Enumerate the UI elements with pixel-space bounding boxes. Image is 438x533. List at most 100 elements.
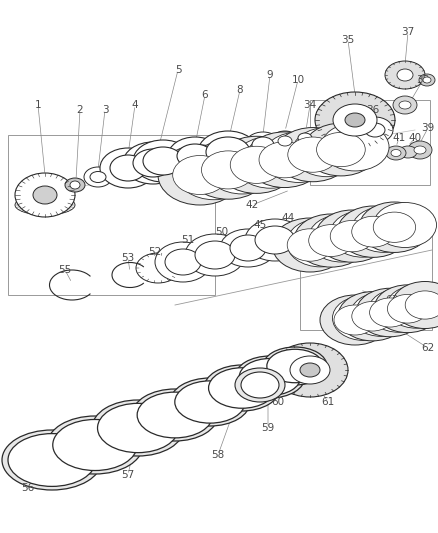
Ellipse shape	[245, 132, 324, 188]
Text: 60: 60	[272, 397, 285, 407]
Ellipse shape	[321, 123, 389, 171]
Ellipse shape	[368, 289, 429, 332]
Text: 5: 5	[175, 65, 181, 75]
Ellipse shape	[386, 146, 406, 160]
Ellipse shape	[15, 173, 75, 217]
Ellipse shape	[245, 132, 281, 158]
Ellipse shape	[33, 186, 57, 204]
Ellipse shape	[423, 77, 431, 83]
Ellipse shape	[315, 210, 389, 262]
Ellipse shape	[391, 149, 401, 157]
Ellipse shape	[317, 132, 365, 167]
Ellipse shape	[47, 416, 143, 474]
Text: 39: 39	[421, 123, 434, 133]
Text: 2: 2	[77, 105, 83, 115]
Ellipse shape	[399, 146, 417, 158]
Ellipse shape	[334, 305, 376, 335]
Text: 63: 63	[385, 295, 399, 305]
Ellipse shape	[397, 69, 413, 81]
Ellipse shape	[374, 203, 437, 247]
Ellipse shape	[370, 298, 410, 327]
Ellipse shape	[288, 137, 338, 172]
Ellipse shape	[338, 292, 407, 341]
Ellipse shape	[278, 136, 292, 146]
Text: 56: 56	[21, 483, 35, 493]
Ellipse shape	[405, 291, 438, 319]
Ellipse shape	[392, 281, 438, 328]
Ellipse shape	[185, 234, 245, 276]
Ellipse shape	[308, 215, 375, 262]
Ellipse shape	[333, 104, 377, 136]
Ellipse shape	[136, 253, 180, 283]
Ellipse shape	[385, 61, 425, 89]
Ellipse shape	[304, 123, 378, 176]
Ellipse shape	[359, 202, 430, 253]
Ellipse shape	[65, 178, 85, 192]
Ellipse shape	[300, 363, 320, 377]
Ellipse shape	[330, 211, 396, 257]
Ellipse shape	[204, 365, 280, 411]
Ellipse shape	[168, 137, 222, 175]
Ellipse shape	[320, 295, 390, 345]
Text: 8: 8	[237, 85, 244, 95]
Ellipse shape	[252, 137, 274, 153]
Ellipse shape	[70, 181, 80, 189]
Ellipse shape	[177, 144, 213, 168]
Ellipse shape	[53, 419, 137, 471]
Ellipse shape	[356, 288, 424, 337]
Ellipse shape	[352, 207, 416, 252]
Ellipse shape	[198, 131, 258, 173]
Text: 57: 57	[121, 470, 134, 480]
Text: 59: 59	[261, 423, 275, 433]
Ellipse shape	[352, 302, 393, 331]
Ellipse shape	[419, 74, 435, 86]
Text: 53: 53	[121, 253, 134, 263]
Ellipse shape	[143, 147, 183, 175]
Ellipse shape	[235, 368, 285, 402]
Ellipse shape	[298, 133, 312, 143]
Ellipse shape	[414, 146, 426, 154]
Text: 6: 6	[201, 90, 208, 100]
Ellipse shape	[173, 156, 227, 195]
Text: 43: 43	[364, 220, 377, 230]
Text: 4: 4	[132, 100, 138, 110]
Ellipse shape	[259, 142, 310, 178]
Ellipse shape	[294, 214, 368, 267]
Text: 62: 62	[421, 343, 434, 353]
Text: 50: 50	[215, 227, 229, 237]
Ellipse shape	[408, 141, 432, 159]
Ellipse shape	[239, 359, 301, 395]
Ellipse shape	[287, 229, 333, 261]
Ellipse shape	[206, 137, 250, 167]
Ellipse shape	[187, 141, 269, 199]
Ellipse shape	[133, 140, 193, 182]
Ellipse shape	[309, 224, 353, 256]
Ellipse shape	[110, 155, 146, 181]
Text: 41: 41	[392, 133, 406, 143]
Text: 1: 1	[35, 100, 41, 110]
Ellipse shape	[272, 343, 348, 397]
Ellipse shape	[165, 249, 201, 275]
Ellipse shape	[293, 130, 317, 146]
Ellipse shape	[90, 172, 106, 182]
Ellipse shape	[158, 145, 242, 205]
Ellipse shape	[373, 212, 416, 243]
Ellipse shape	[374, 285, 438, 333]
Ellipse shape	[272, 218, 348, 272]
Ellipse shape	[387, 294, 427, 323]
Text: 44: 44	[281, 213, 295, 223]
Text: 42: 42	[245, 200, 258, 210]
Text: 9: 9	[267, 70, 273, 80]
Ellipse shape	[133, 149, 173, 177]
Text: 34: 34	[304, 100, 317, 110]
Ellipse shape	[337, 206, 410, 257]
Ellipse shape	[352, 216, 395, 247]
Ellipse shape	[286, 219, 354, 267]
Ellipse shape	[155, 242, 211, 282]
Ellipse shape	[176, 145, 252, 200]
Ellipse shape	[263, 132, 334, 182]
Ellipse shape	[235, 356, 305, 398]
Ellipse shape	[230, 235, 266, 261]
Text: 45: 45	[253, 220, 267, 230]
Text: 40: 40	[409, 133, 421, 143]
